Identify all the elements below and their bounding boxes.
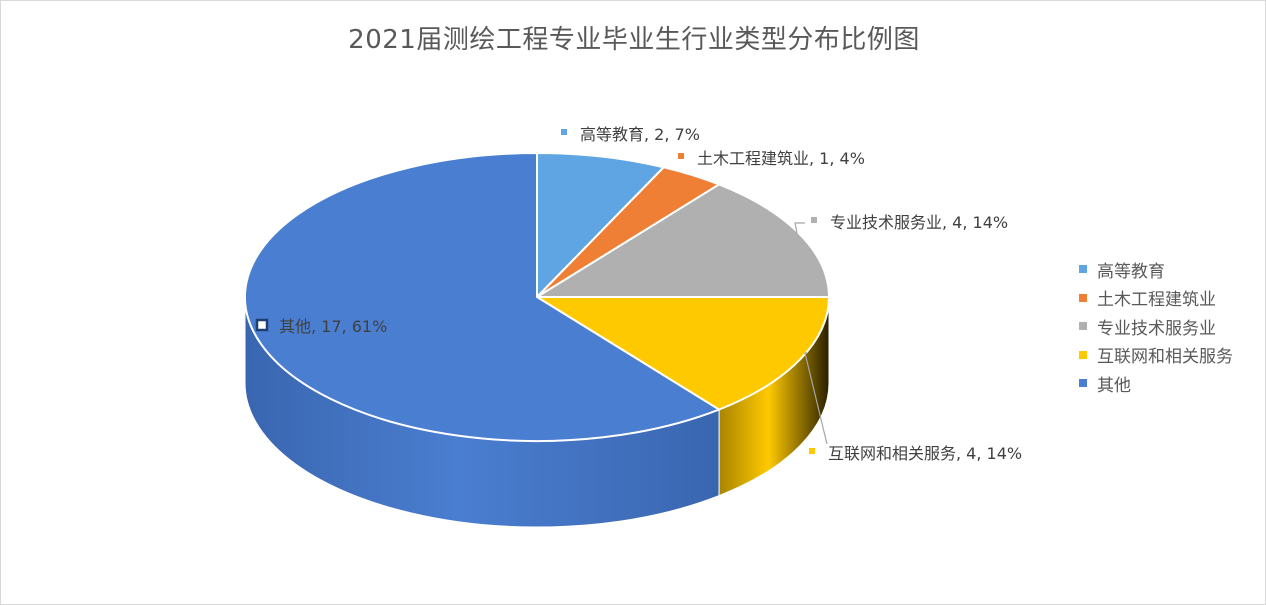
legend-label: 土木工程建筑业	[1097, 290, 1216, 311]
legend-item-4[interactable]: 互联网和相关服务	[1079, 341, 1233, 370]
data-label-3: 专业技术服务业, 4, 14%	[830, 213, 1008, 232]
pie-slice-1[interactable]	[536, 152, 665, 298]
leader-lines	[794, 222, 828, 445]
data-label-key-2	[678, 153, 684, 159]
data-label-1: 高等教育, 2, 7%	[580, 125, 700, 144]
legend-swatch	[1079, 379, 1087, 388]
data-label-key-3	[811, 217, 817, 223]
legend-item-1[interactable]: 高等教育	[1079, 255, 1233, 284]
pie-slice-5[interactable]	[244, 152, 721, 442]
leader-line-4	[804, 352, 828, 445]
data-label-2: 土木工程建筑业, 1, 4%	[697, 149, 865, 168]
data-labels: 高等教育, 2, 7% 土木工程建筑业, 1, 4% 专业技术服务业, 4, 14%…	[255, 125, 1022, 463]
legend-label: 高等教育	[1097, 261, 1165, 282]
legend-swatch	[1079, 322, 1087, 331]
pie-top	[244, 152, 830, 442]
pie-slice-4[interactable]	[536, 296, 830, 411]
legend-swatch	[1079, 350, 1087, 359]
data-label-key-1	[561, 129, 567, 135]
legend-label: 互联网和相关服务	[1097, 347, 1233, 368]
legend-label: 专业技术服务业	[1097, 318, 1216, 339]
chart-title: 2021届测绘工程专业毕业生行业类型分布比例图	[348, 25, 920, 55]
legend-swatch	[1079, 265, 1087, 274]
legend: 高等教育 土木工程建筑业 专业技术服务业 互联网和相关服务 其他	[1079, 255, 1233, 398]
data-label-key-5	[255, 318, 269, 332]
legend-item-3[interactable]: 专业技术服务业	[1079, 312, 1233, 341]
legend-item-5[interactable]: 其他	[1079, 369, 1233, 398]
data-label-key-4	[809, 448, 815, 454]
legend-item-2[interactable]: 土木工程建筑业	[1079, 284, 1233, 313]
pie-slice-3[interactable]	[536, 183, 830, 298]
data-label-5: 其他, 17, 61%	[279, 317, 387, 336]
data-label-4: 互联网和相关服务, 4, 14%	[828, 444, 1022, 463]
legend-swatch	[1079, 293, 1087, 302]
leader-line-3	[794, 222, 805, 234]
legend-label: 其他	[1097, 375, 1131, 396]
